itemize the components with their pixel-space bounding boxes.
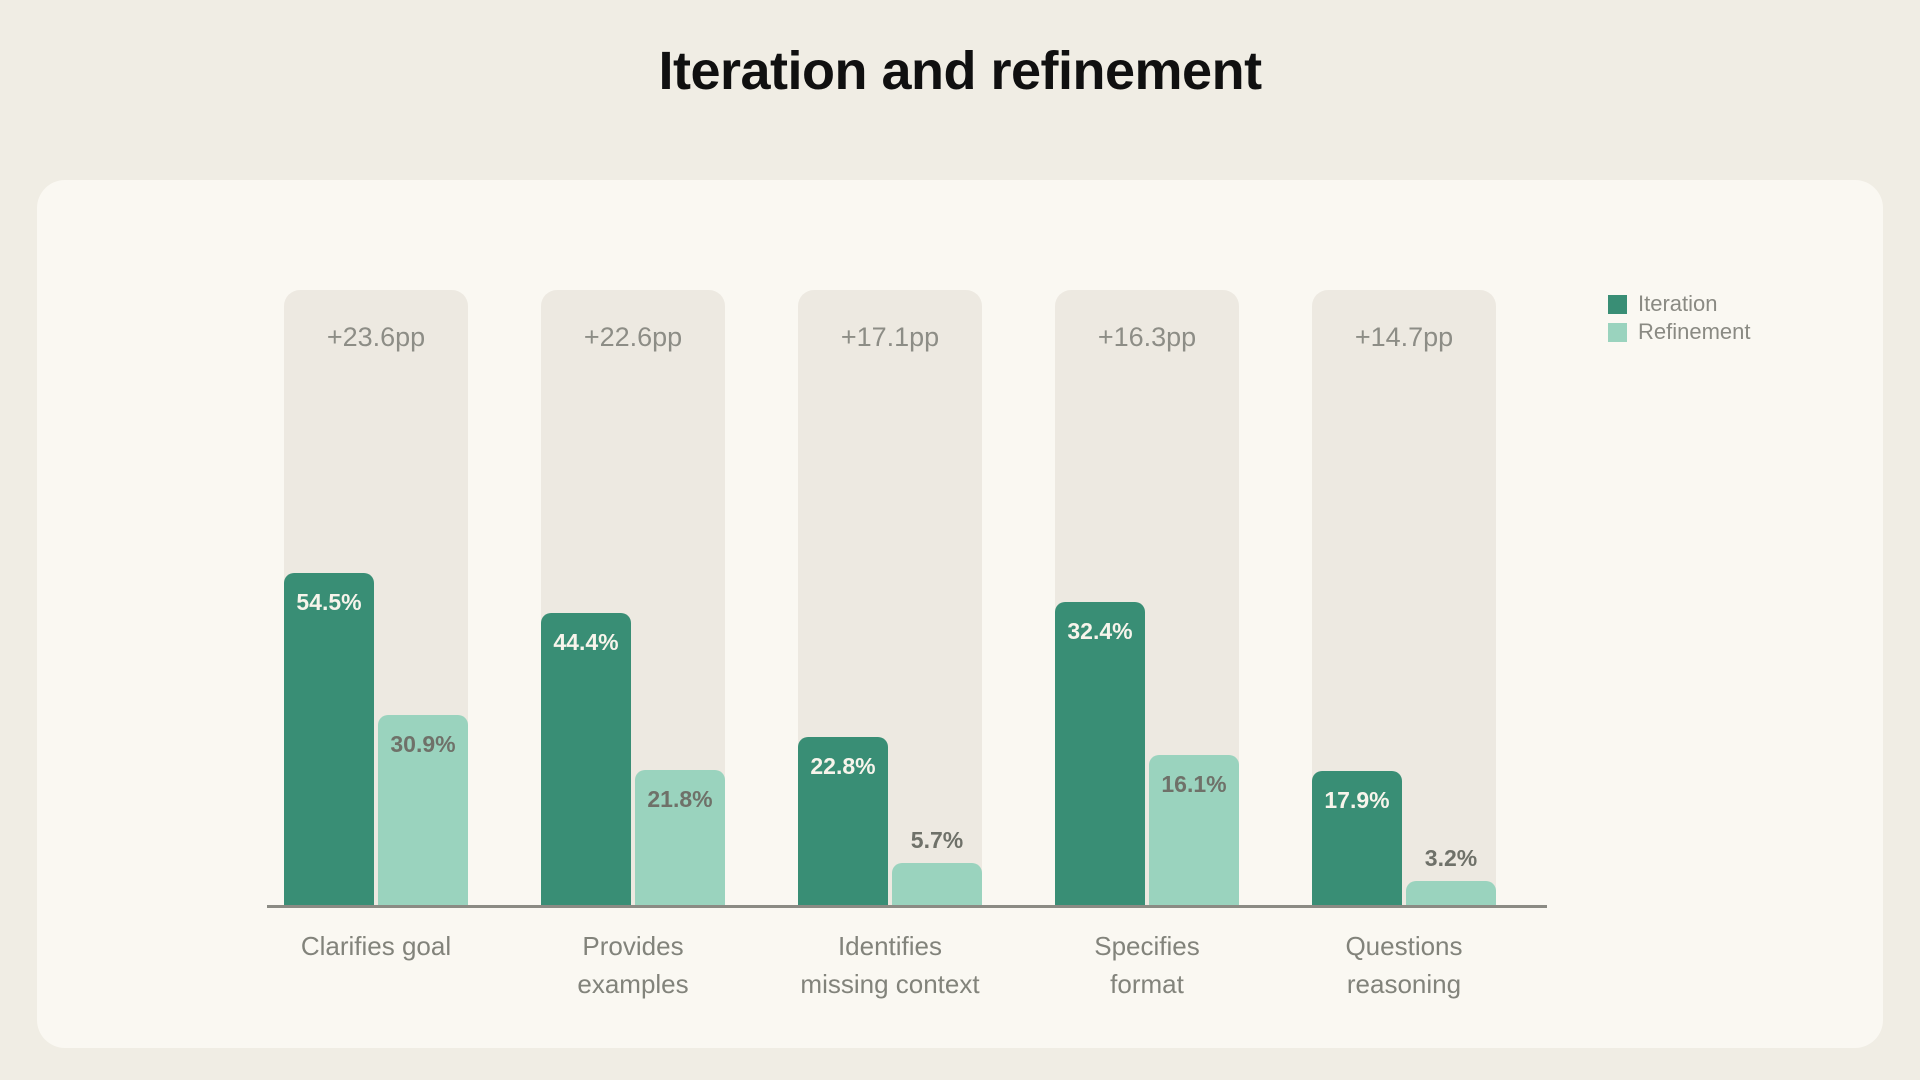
category-label: Provides examples xyxy=(577,931,689,999)
category-label: Clarifies goal xyxy=(300,931,452,961)
value-label: 32.4% xyxy=(1067,618,1133,644)
value-label: 21.8% xyxy=(647,786,713,812)
value-label: 22.8% xyxy=(810,753,876,779)
value-label: 17.9% xyxy=(1324,787,1390,813)
group-column-clarifies-goal: +23.6pp 54.5% 30.9% xyxy=(284,290,468,908)
value-label: 44.4% xyxy=(553,629,619,655)
group-column-questions-reasoning: +14.7pp 17.9% 3.2% xyxy=(1312,290,1496,908)
difference-label: +14.7pp xyxy=(1354,322,1454,352)
value-label: 16.1% xyxy=(1161,771,1227,797)
axis-baseline xyxy=(267,905,1547,908)
difference-label: +23.6pp xyxy=(326,322,426,352)
bar-refinement: 16.1% xyxy=(1149,755,1239,908)
bar-iteration: 44.4% xyxy=(541,613,631,908)
legend: Iteration Refinement xyxy=(1608,290,1751,346)
bar-iteration: 17.9% xyxy=(1312,771,1402,908)
difference-label: +16.3pp xyxy=(1097,322,1197,352)
legend-item-refinement: Refinement xyxy=(1608,318,1751,346)
value-label: 30.9% xyxy=(390,731,456,757)
bar-refinement: 5.7% xyxy=(892,827,982,908)
group-column-specifies-format: +16.3pp 32.4% 16.1% xyxy=(1055,290,1239,908)
legend-item-iteration: Iteration xyxy=(1608,290,1751,318)
category-label: Specifies format xyxy=(1094,931,1200,999)
legend-swatch-refinement-icon xyxy=(1608,322,1627,342)
group-column-identifies-missing-context: +17.1pp 22.8% 5.7% xyxy=(798,290,982,908)
value-label: 3.2% xyxy=(1424,845,1478,871)
legend-label: Iteration xyxy=(1638,291,1718,316)
value-label: 5.7% xyxy=(910,827,964,853)
bar-refinement: 30.9% xyxy=(378,715,468,908)
bar-iteration: 54.5% xyxy=(284,573,374,908)
group-column-provides-examples: +22.6pp 44.4% 21.8% xyxy=(541,290,725,908)
difference-label: +22.6pp xyxy=(583,322,683,352)
value-label: 54.5% xyxy=(296,589,362,615)
bar-iteration: 22.8% xyxy=(798,737,888,908)
legend-label: Refinement xyxy=(1638,319,1751,344)
bar-refinement: 21.8% xyxy=(635,770,725,908)
difference-label: +17.1pp xyxy=(840,322,940,352)
bar-iteration: 32.4% xyxy=(1055,602,1145,908)
category-label: Identifies missing context xyxy=(800,931,980,999)
category-label: Questions reasoning xyxy=(1345,931,1463,999)
chart-card: +23.6pp 54.5% 30.9% +22.6pp 44.4% 21.8% … xyxy=(37,180,1883,1048)
legend-swatch-iteration-icon xyxy=(1608,294,1627,314)
bar-refinement: 3.2% xyxy=(1406,845,1496,908)
page-title: Iteration and refinement xyxy=(658,41,1262,101)
